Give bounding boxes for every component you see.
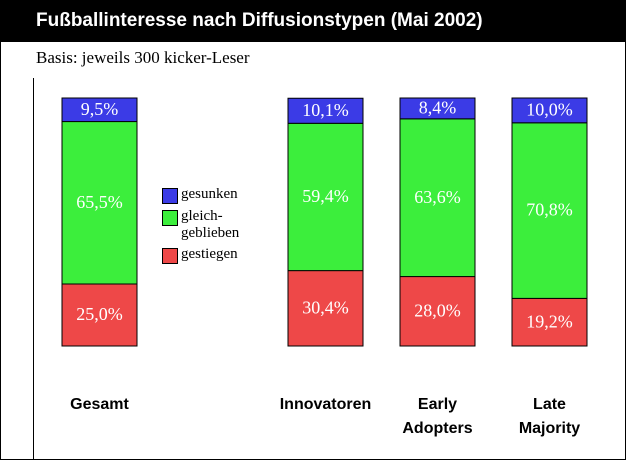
data-label: 30,4%: [302, 297, 349, 317]
chart-subtitle: Basis: jeweils 300 kicker-Leser: [36, 48, 250, 67]
legend-item: gleich-geblieben: [162, 208, 272, 242]
legend-swatch: [162, 188, 178, 204]
legend-swatch: [162, 210, 178, 226]
legend-item: gesunken: [162, 186, 272, 204]
bar-segment: [287, 97, 364, 124]
legend-label: gesunken: [181, 186, 238, 202]
bar-segment: [511, 297, 588, 347]
data-label: 10,0%: [526, 100, 573, 120]
data-label: 25,0%: [76, 304, 123, 324]
data-label: 10,1%: [302, 100, 349, 120]
bar-segment: [399, 97, 476, 120]
x-tick-label-box: Late Majority: [510, 393, 590, 441]
data-label: 19,2%: [526, 311, 573, 331]
data-label: 65,5%: [76, 192, 123, 212]
x-tick-label: Early Adopters: [402, 396, 473, 437]
x-tick-label: Gesamt: [70, 396, 129, 413]
x-tick-label-box: Innovatoren: [280, 393, 372, 417]
x-tick-label-box: Early Adopters: [398, 393, 478, 441]
legend: gesunken gleich-geblieben gestiegen: [162, 186, 272, 268]
bar-segment: [399, 118, 476, 278]
x-tick-label: Innovatoren: [279, 396, 372, 413]
data-label: 63,6%: [414, 187, 461, 207]
chart-title: Fußballinteresse nach Diffusionstypen (M…: [0, 0, 626, 42]
bar-segment: [287, 122, 364, 272]
bar-segment: [287, 270, 364, 347]
data-label: 9,5%: [81, 99, 119, 119]
legend-item: gestiegen: [162, 246, 272, 264]
x-tick-label-box: Gesamt: [60, 393, 140, 417]
bar-segment: [61, 283, 138, 347]
x-tick-label: Late Majority: [518, 396, 581, 437]
bar-segment: [61, 121, 138, 285]
legend-label: gleich-geblieben: [181, 208, 240, 241]
data-label: 59,4%: [302, 186, 349, 206]
legend-label: gestiegen: [181, 246, 238, 262]
bar-segment: [399, 276, 476, 347]
legend-swatch: [162, 248, 178, 264]
data-label: 70,8%: [526, 200, 573, 220]
bar-segment: [511, 97, 588, 124]
data-label: 8,4%: [419, 98, 457, 118]
bar-segment: [61, 97, 138, 123]
data-label: 28,0%: [414, 300, 461, 320]
